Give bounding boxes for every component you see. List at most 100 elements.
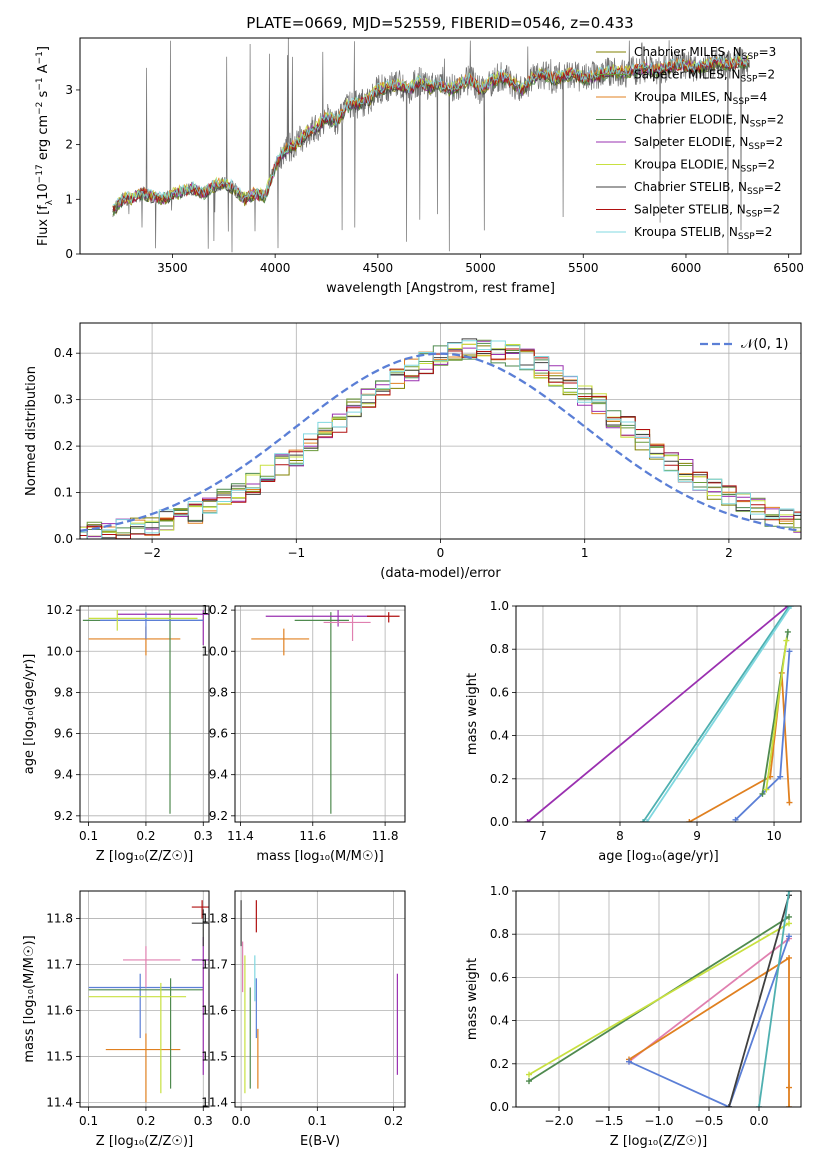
axes-frame — [515, 890, 802, 1108]
weight-marker — [786, 920, 792, 927]
y-tick-label: 0.6 — [490, 685, 509, 699]
weight-series-line — [728, 895, 790, 1107]
panel-mass_vs_EBV: 0.0 0.1 0.2 11.4 11.5 11.6 11.7 11.8 E(B-V) — [201, 890, 406, 1149]
weight-series-line — [688, 672, 791, 822]
y-tick-label: 9.8 — [209, 685, 228, 699]
y-tick-label: 0.2 — [490, 1057, 509, 1071]
weight-marker — [786, 648, 793, 655]
y-tick-label: 0.6 — [490, 970, 509, 984]
weight-marker — [643, 819, 650, 822]
legend-text: Chabrier ELODIE, N — [634, 113, 750, 127]
legend-label: Salpeter MILES, NSSP=2 — [634, 68, 775, 85]
x-tick-label: 11.6 — [299, 829, 326, 843]
x-tick-label: 2 — [725, 546, 733, 560]
plot-area-age_vs_mass — [251, 610, 400, 814]
error-bar-point — [265, 610, 386, 627]
weight-series-line — [628, 936, 790, 1107]
legend-text: Kroupa ELODIE, N — [634, 158, 741, 172]
weight-marker — [786, 891, 792, 894]
y-tick-label: 9.4 — [209, 768, 228, 782]
y-tick-label: 11.5 — [46, 1049, 73, 1063]
x-tick-label: 0.1 — [308, 1114, 327, 1128]
weight-marker — [786, 1104, 792, 1107]
weight-series-line — [642, 606, 791, 822]
panel-age_vs_mass: 11.4 11.6 11.8 9.2 9.4 9.6 9.8 10.0 10.2 mass [lo… — [201, 603, 406, 864]
weight-series-line — [765, 640, 788, 790]
x-tick-label: 3500 — [157, 261, 188, 275]
legend-text: Salpeter STELIB, N — [634, 203, 746, 217]
legend-text: Salpeter ELODIE, N — [634, 135, 748, 149]
x-tick-label: 11.8 — [372, 829, 399, 843]
y-tick-label: 9.2 — [54, 809, 73, 823]
plot-area-residuals — [80, 338, 801, 539]
error-bar-point — [191, 936, 209, 1075]
weight-series-line — [528, 922, 790, 1076]
x-axis-label: E(B-V) — [300, 1134, 340, 1149]
error-bar-point — [82, 610, 204, 814]
weight-marker — [786, 954, 792, 961]
y-label-part: −1 — [35, 77, 45, 90]
legend-text: Salpeter MILES, N — [634, 68, 741, 82]
y-tick-label: 11.4 — [201, 1095, 228, 1109]
error-bar-point — [117, 610, 209, 646]
x-tick-label: 0.0 — [232, 1114, 251, 1128]
y-tick-label: 11.4 — [46, 1095, 73, 1109]
weight-marker — [526, 1078, 532, 1085]
y-label-part: s — [36, 90, 51, 101]
y-tick-label: 0.0 — [54, 532, 73, 546]
y-tick-label: 0.1 — [54, 486, 73, 500]
legend-label: Chabrier MILES, NSSP=3 — [634, 45, 776, 62]
x-tick-label: 7 — [539, 829, 547, 843]
legend-sub: SSP — [742, 52, 759, 62]
weight-marker — [756, 1104, 762, 1107]
y-label-part: 10 — [36, 183, 51, 200]
weight-series-line — [628, 956, 790, 1107]
legend-tail: =2 — [764, 180, 782, 194]
error-bar-point — [251, 628, 310, 656]
legend-sub: SSP — [733, 97, 750, 107]
y-tick-label: 0.4 — [490, 1014, 509, 1028]
weight-marker — [526, 1071, 532, 1078]
legend-sub: SSP — [747, 187, 764, 197]
histogram-series — [80, 342, 801, 539]
weight-marker — [786, 913, 792, 920]
legend-label: Kroupa STELIB, NSSP=2 — [634, 225, 772, 242]
axes-frame — [515, 605, 802, 823]
weight-marker — [640, 819, 647, 822]
axes-frame — [234, 605, 406, 823]
y-label-part: Flux [f — [36, 205, 51, 246]
y-tick-label: 9.6 — [209, 727, 228, 741]
legend-text: Kroupa STELIB, N — [634, 225, 738, 239]
x-tick-label: 0.3 — [194, 829, 213, 843]
error-bar-point — [105, 1033, 181, 1103]
x-tick-label: 4500 — [363, 261, 394, 275]
y-tick-label: 10.0 — [46, 644, 73, 658]
x-tick-label: 0.2 — [384, 1114, 403, 1128]
weight-marker — [777, 773, 784, 780]
x-tick-label: 0.1 — [79, 829, 98, 843]
y-tick-label: 1.0 — [490, 884, 509, 898]
y-tick-label: 9.2 — [209, 809, 228, 823]
legend-label: Chabrier STELIB, NSSP=2 — [634, 180, 782, 197]
legend-tail: =2 — [755, 225, 773, 239]
legend-tail: =2 — [766, 113, 784, 127]
x-tick-label: 10 — [766, 829, 781, 843]
weight-marker — [786, 933, 792, 940]
y-tick-label: 10.2 — [201, 603, 228, 617]
legend-tail: =2 — [763, 203, 781, 217]
y-tick-label: 1.0 — [490, 599, 509, 613]
error-bar-point — [123, 946, 181, 988]
x-tick-label: 4000 — [260, 261, 291, 275]
weight-series-line — [527, 606, 789, 822]
y-tick-label: 11.7 — [46, 958, 73, 972]
weight-marker — [786, 799, 793, 806]
legend-tail: =2 — [757, 68, 775, 82]
panel-mass_vs_Z: 0.1 0.2 0.3 11.4 11.5 11.6 11.7 11.8 Z [log₁₀(Z/… — [22, 890, 213, 1149]
plot-area-weight_vs_Z — [526, 891, 792, 1107]
legend-label: Salpeter STELIB, NSSP=2 — [634, 203, 780, 220]
weight-marker — [759, 790, 766, 797]
error-bar-point — [88, 982, 187, 1094]
axes-frame — [79, 605, 210, 823]
x-axis-label: Z [log₁₀(Z/Z☉)] — [610, 1134, 707, 1149]
